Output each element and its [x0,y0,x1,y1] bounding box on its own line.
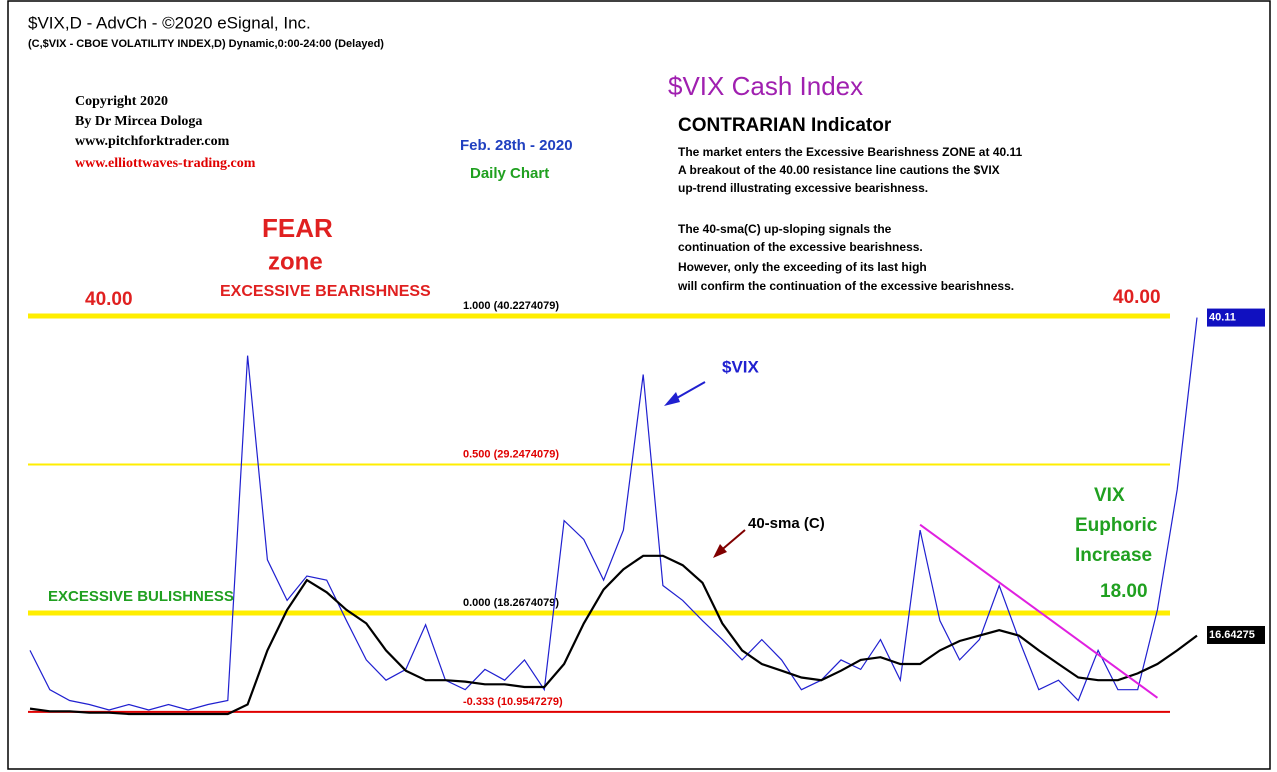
level-label: 18.00 [1100,581,1148,602]
trendline [919,523,1159,699]
note: A breakout of the 40.00 resistance line … [678,163,1000,177]
series-line [29,554,1198,716]
bear-label: EXCESSIVE BEARISHNESS [220,283,431,300]
last-value-box [1207,625,1265,644]
arrow-head [664,392,680,406]
fear: FEAR [262,213,333,243]
level-label: -0.333 (10.9547279) [463,696,563,708]
frame [7,0,1271,770]
last-value-label: 40.11 [1209,311,1236,323]
level-label: 1.000 (40.2274079) [463,300,559,312]
level-label: 0.000 (18.2674079) [463,597,559,609]
note: The 40-sma(C) up-sloping signals the [678,222,892,236]
euphoric: VIX [1094,485,1125,506]
note: up-trend illustrating excessive bearishn… [678,181,928,195]
note: continuation of the excessive bearishnes… [678,240,923,254]
notes: The market enters the Excessive Bearishn… [677,145,1023,293]
level-label: 40.00 [85,289,133,310]
date: Feb. 28th - 2020 [460,137,573,154]
last-value-box [1207,308,1265,327]
subtitle: CONTRARIAN Indicator [678,115,892,136]
vix-label: $VIX [722,357,760,376]
series-line [29,317,1198,711]
copyright: Copyright 2020 [75,94,168,109]
note: will confirm the continuation of the exc… [677,279,1014,293]
copyright-url: www.elliottwaves-trading.com [75,156,256,171]
sma-label: 40-sma (C) [748,515,825,532]
note: However, only the exceeding of its last … [678,260,927,274]
title: $VIX Cash Index [668,71,863,101]
copyright: By Dr Mircea Dologa [75,114,202,129]
timeframe: Daily Chart [470,165,549,182]
last-value-label: 16.64275 [1209,629,1255,641]
subheader: (C,$VIX - CBOE VOLATILITY INDEX,D) Dynam… [28,38,384,50]
header: $VIX,D - AdvCh - ©2020 eSignal, Inc. [28,13,311,32]
level-label: 40.00 [1113,287,1161,308]
copyright: www.pitchforktrader.com [75,134,230,149]
level-label: 0.500 (29.2474079) [463,448,559,460]
note: The market enters the Excessive Bearishn… [678,145,1023,159]
zone: zone [268,248,323,275]
arrow-head [713,544,727,558]
euphoric: Euphoric [1075,515,1158,536]
euphoric: Increase [1075,545,1152,566]
bull-label: EXCESSIVE BULISHNESS [48,588,234,605]
